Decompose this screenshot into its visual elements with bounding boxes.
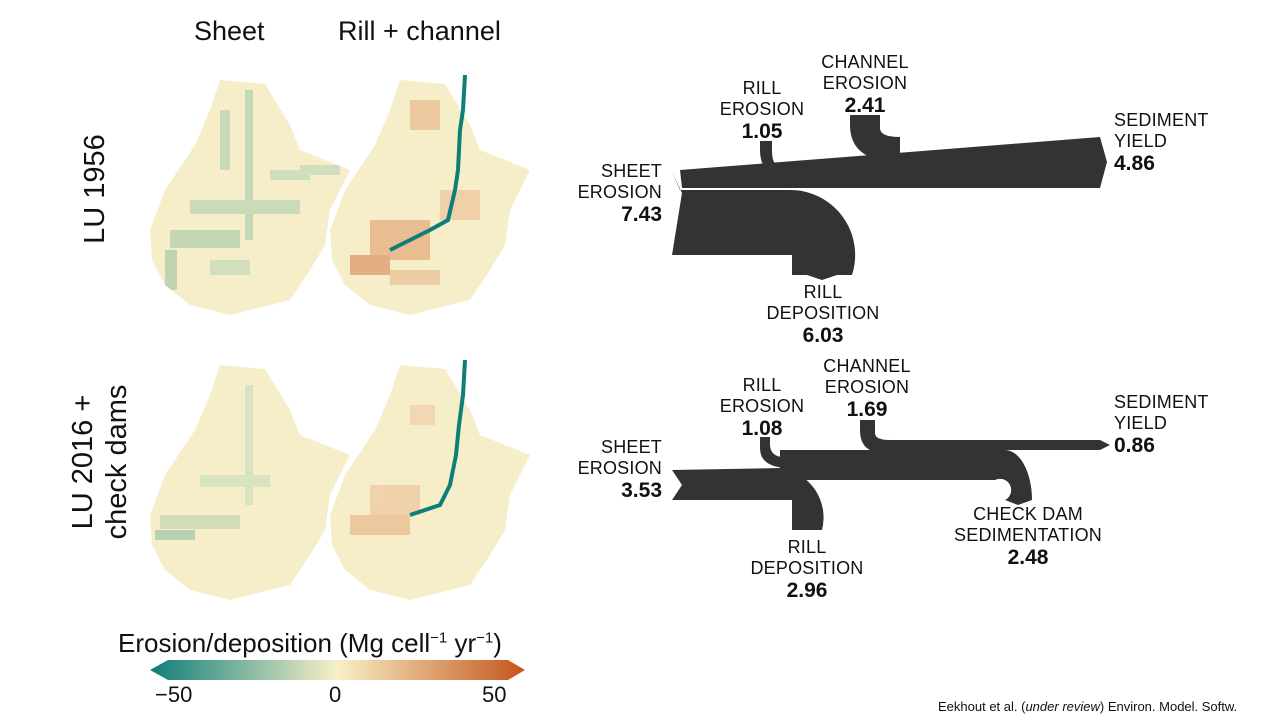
label-sheet-erosion-2016: SHEET EROSION 3.53: [577, 437, 662, 502]
erosion-maps: [150, 74, 530, 600]
legend-tick-min: −50: [155, 682, 193, 707]
map-rill-channel-2016: [330, 359, 530, 600]
legend-title: Erosion/deposition (Mg cell−1 yr−1): [118, 628, 502, 658]
legend-tick-mid: 0: [329, 682, 342, 707]
label-check-dam-2016: CHECK DAM SEDIMENTATION 2.48: [954, 504, 1102, 569]
credit-line: Eekhout et al. (under review) Environ. M…: [938, 699, 1238, 714]
flow-channel-erosion-2016: [860, 420, 1110, 450]
column-title-sheet: Sheet: [194, 16, 265, 46]
flow-rill-deposition-arrow-1956: [792, 270, 852, 280]
map-sheet-2016: [150, 365, 350, 600]
column-title-rill-channel: Rill + channel: [338, 16, 501, 46]
flow-sheet-erosion-2016: [672, 468, 824, 530]
label-rill-deposition-1956: RILL DEPOSITION 6.03: [766, 282, 880, 347]
label-channel-erosion-2016: CHANNEL EROSION 1.69: [823, 356, 911, 421]
label-channel-erosion-1956: CHANNEL EROSION 2.41: [821, 52, 909, 117]
map-rill-channel-1956: [330, 74, 530, 315]
label-rill-erosion-2016: RILL EROSION 1.08: [719, 375, 805, 440]
label-sediment-yield-1956: SEDIMENT YIELD 4.86: [1114, 110, 1209, 175]
flow-rill-erosion-1956: [760, 141, 790, 178]
flow-check-dam-2016: [780, 450, 1032, 505]
label-rill-erosion-1956: RILL EROSION 1.05: [719, 78, 805, 143]
flow-channel-erosion-1956: [850, 115, 900, 162]
map-sheet-1956: [150, 80, 350, 315]
label-rill-deposition-2016: RILL DEPOSITION 2.96: [750, 537, 864, 602]
legend-colorbar: [150, 660, 525, 680]
flow-sheet-erosion-1956: [672, 172, 856, 275]
label-sheet-erosion-1956: SHEET EROSION 7.43: [577, 161, 662, 226]
label-sediment-yield-2016: SEDIMENT YIELD 0.86: [1114, 392, 1209, 457]
legend-tick-max: 50: [482, 682, 507, 707]
